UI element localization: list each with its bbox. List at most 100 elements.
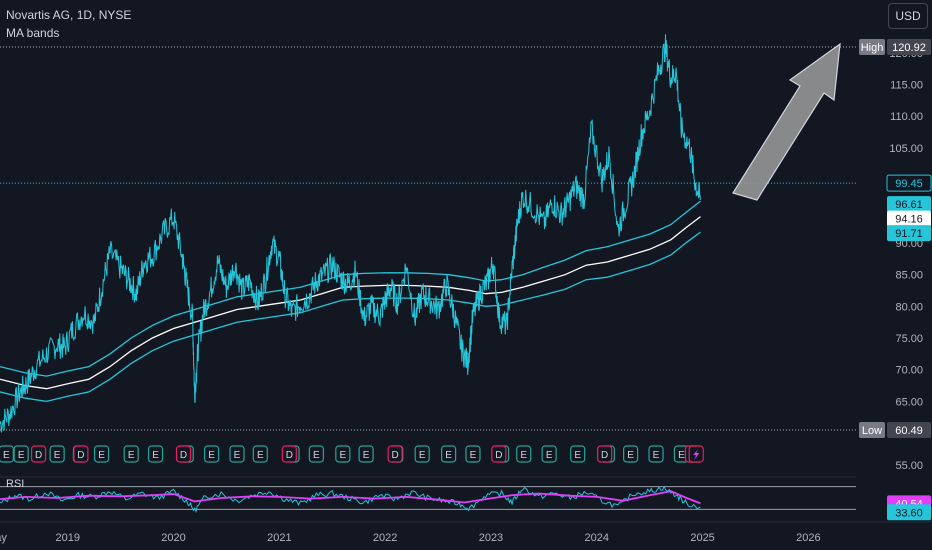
event-badge-box — [123, 445, 139, 463]
price-axis-box-text: 94.16 — [895, 214, 923, 226]
event-badge-letter: E — [208, 450, 215, 461]
rsi-line — [0, 485, 701, 514]
event-badge-letter: D — [286, 450, 293, 461]
price-axis-box: 60.49 — [887, 422, 931, 438]
time-tick-label: 2021 — [267, 532, 291, 544]
price-axis-box-bg — [887, 504, 931, 521]
event-badge-letter: E — [18, 450, 25, 461]
ma-lower-band — [0, 231, 701, 403]
event-badge-box — [541, 445, 557, 463]
event-badge-letter: E — [653, 450, 660, 461]
event-badge-box — [414, 445, 430, 463]
earnings-icon: E — [147, 445, 164, 463]
price-axis-box-text: 91.71 — [895, 228, 923, 240]
price-tick-label: 80.00 — [895, 301, 923, 313]
high-low-tag-bg — [859, 422, 885, 438]
event-badge-box — [13, 445, 29, 463]
price-axis-box: 120.92 — [887, 39, 931, 55]
event-badge-box — [73, 445, 89, 463]
event-badge-box — [147, 445, 164, 463]
price-axis-box-text: 99.45 — [895, 178, 923, 190]
time-tick-label: 2024 — [585, 532, 609, 544]
event-badge-box — [49, 445, 65, 463]
event-badge-box — [175, 445, 192, 463]
earnings-icon: E — [204, 445, 220, 463]
high-low-tag-text: Low — [862, 425, 882, 437]
event-badge-letter: D — [180, 450, 187, 461]
rsi-ma-line — [0, 490, 701, 505]
dividend-icon: D — [597, 445, 613, 463]
event-badge-letter: E — [546, 450, 553, 461]
price-axis-box-bg — [887, 422, 931, 438]
earnings-icon: E — [541, 445, 557, 463]
price-axis-box: 99.45 — [886, 174, 932, 192]
earnings-icon: E — [465, 445, 481, 463]
earnings-icon: E — [252, 445, 268, 463]
price-scale: 120.00115.00110.00105.00100.0095.0090.00… — [889, 48, 923, 472]
event-badge-box — [387, 445, 403, 463]
event-badge-letter: E — [98, 450, 105, 461]
event-badge-letter: E — [128, 450, 135, 461]
lightning-icon — [688, 445, 704, 463]
event-badge-letter: E — [152, 450, 159, 461]
ma-middle-line — [0, 216, 701, 390]
horizontal-lines — [0, 46, 856, 431]
price-tick-label: 110.00 — [890, 111, 923, 123]
event-badge-letter: E — [339, 450, 346, 461]
time-scale: ay 2019 2020 2021 2022 2023 2024 2025 2026 — [0, 521, 932, 544]
event-badge-box — [281, 445, 297, 463]
price-tick-label: 65.00 — [895, 396, 923, 408]
currency-button[interactable]: USD — [888, 3, 928, 29]
price-axis-box-bg — [886, 174, 932, 192]
earnings-icon: E — [648, 445, 664, 463]
event-badge-letter: E — [445, 450, 452, 461]
event-badge-letter: E — [470, 450, 477, 461]
price-axis-box-bg — [887, 210, 931, 227]
price-axis-box-text: 120.92 — [892, 42, 926, 54]
event-badge-letter: E — [257, 450, 264, 461]
price-tick-label: 75.00 — [895, 333, 923, 345]
high-low-tag: Low — [859, 422, 885, 438]
event-markers: EEEEEEEEEEEEEEEEEEEEEEEEEEEEDDDDDDDD — [0, 445, 704, 463]
time-tick-label: 2020 — [161, 532, 185, 544]
rsi-label: RSI — [6, 478, 25, 490]
dividend-icon: D — [30, 445, 47, 463]
event-badge-box — [597, 445, 613, 463]
event-badge-box — [623, 445, 639, 463]
dividend-icon: D — [491, 445, 507, 463]
event-badge-letter: D — [35, 450, 42, 461]
event-badge-box — [465, 445, 481, 463]
event-badge-box — [93, 445, 110, 463]
dividend-icon: D — [281, 445, 297, 463]
event-badge-letter: E — [574, 450, 581, 461]
earnings-icon: E — [229, 445, 245, 463]
event-badge-letter: D — [601, 450, 608, 461]
dividend-icon: D — [175, 445, 192, 463]
earnings-icon: E — [516, 445, 532, 463]
event-badge-letter: D — [392, 450, 399, 461]
price-tick-label: 115.00 — [890, 80, 923, 92]
price-axis-box-bg — [887, 196, 931, 213]
earnings-icon: E — [49, 445, 65, 463]
time-tick-label: 2019 — [55, 532, 79, 544]
earnings-icon: E — [441, 445, 457, 463]
event-badge-letter: E — [313, 450, 320, 461]
dividend-icon: D — [387, 445, 403, 463]
event-badge-letter: E — [678, 450, 685, 461]
event-badge-box — [441, 445, 457, 463]
high-low-tag-text: High — [861, 42, 884, 54]
price-tick-label: 85.00 — [895, 270, 923, 282]
lightning-glyph — [693, 449, 700, 460]
time-tick-label: 2023 — [479, 532, 503, 544]
event-badge-box — [308, 445, 324, 463]
chart-title: Novartis AG, 1D, NYSE — [6, 8, 132, 22]
price-series — [0, 34, 701, 433]
price-axis-box-bg — [887, 225, 931, 242]
arrow-annotation — [732, 42, 841, 201]
time-tick-label: 2022 — [373, 532, 397, 544]
event-badge-box — [0, 445, 14, 463]
price-tick-label: 70.00 — [895, 365, 923, 377]
event-badge-box — [252, 445, 268, 463]
time-tick-label: 2025 — [690, 532, 714, 544]
